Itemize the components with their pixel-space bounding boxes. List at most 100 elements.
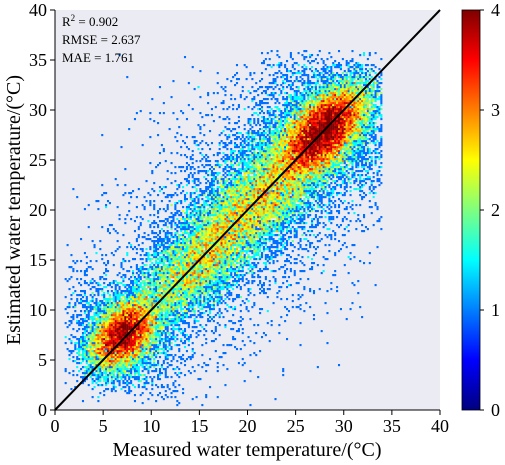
density-cell [153, 358, 156, 361]
density-cell [253, 230, 256, 233]
density-cell [218, 282, 221, 285]
density-cell [178, 284, 181, 287]
density-cell [78, 324, 81, 327]
density-cell [282, 368, 285, 371]
density-cell [176, 246, 179, 249]
density-cell [153, 366, 156, 369]
density-cell [120, 338, 123, 341]
density-cell [182, 232, 185, 235]
density-cell [235, 348, 239, 351]
density-cell [137, 306, 140, 309]
density-cell [197, 278, 200, 281]
density-cell [193, 286, 196, 289]
density-cell [214, 258, 217, 261]
density-cell [124, 306, 127, 309]
density-cell [224, 270, 227, 273]
density-cell [114, 364, 117, 367]
density-cell [139, 306, 142, 309]
density-cell [103, 338, 106, 341]
density-cell [176, 252, 179, 255]
density-cell [68, 320, 71, 323]
density-cell [155, 256, 158, 259]
density-cell [103, 304, 106, 307]
density-cell [185, 228, 188, 231]
density-cell [105, 340, 108, 343]
density-cell [178, 296, 181, 299]
density-cell [158, 302, 162, 305]
density-cell [93, 280, 96, 283]
density-cell [172, 276, 175, 279]
density-cell [187, 234, 190, 237]
density-cell [207, 270, 210, 273]
density-cell [95, 306, 98, 309]
density-cell [126, 356, 129, 359]
density-cell [337, 250, 341, 253]
density-cell [106, 304, 110, 307]
density-cell [97, 342, 100, 345]
density-cell [199, 308, 202, 311]
density-cell [120, 330, 123, 333]
density-cell [309, 244, 312, 247]
density-cell [293, 232, 296, 235]
density-cell [158, 260, 162, 263]
density-cell [234, 254, 237, 257]
density-cell [243, 344, 246, 347]
density-cell [112, 318, 115, 321]
density-cell [220, 238, 223, 241]
density-cell [139, 394, 142, 397]
density-cell [176, 320, 179, 323]
density-cell [234, 234, 237, 237]
density-cell [170, 296, 173, 299]
density-cell [239, 232, 242, 235]
density-cell [232, 228, 235, 231]
density-cell [272, 252, 275, 255]
density-cell [85, 352, 88, 355]
density-cell [114, 250, 117, 253]
density-cell [130, 342, 133, 345]
density-cell [83, 336, 86, 339]
density-cell [195, 226, 198, 229]
density-cell [135, 370, 138, 373]
density-cell [132, 272, 135, 275]
density-cell [145, 284, 148, 287]
density-cell [270, 270, 273, 273]
density-cell [220, 280, 223, 283]
density-cell [183, 284, 187, 287]
density-cell [72, 370, 75, 373]
density-cell [178, 344, 181, 347]
density-cell [195, 288, 198, 291]
density-cell [157, 286, 160, 289]
density-cell [99, 370, 102, 373]
density-cell [251, 282, 254, 285]
density-cell [170, 308, 173, 311]
density-cell [130, 298, 133, 301]
density-cell [97, 316, 100, 319]
density-cell [189, 256, 192, 259]
density-cell [135, 318, 138, 321]
density-cell [155, 384, 158, 387]
density-cell [210, 244, 214, 247]
density-cell [214, 254, 217, 257]
density-cell [135, 340, 138, 343]
density-cell [114, 320, 117, 323]
density-cell [147, 342, 150, 345]
density-cell [153, 332, 156, 335]
density-cell [93, 322, 96, 325]
density-cell [114, 312, 117, 315]
density-cell [176, 244, 179, 247]
density-cell [114, 332, 117, 335]
density-cell [218, 262, 221, 265]
density-cell [139, 278, 142, 281]
density-cell [103, 342, 106, 345]
density-cell [207, 314, 210, 317]
density-cell [178, 330, 181, 333]
density-cell [145, 324, 148, 327]
density-cell [151, 334, 154, 337]
density-cell [112, 346, 115, 349]
density-cell [274, 230, 277, 233]
density-cell [158, 342, 162, 345]
density-cell [257, 238, 260, 241]
density-cell [158, 328, 162, 331]
density-cell [282, 282, 285, 285]
density-cell [128, 392, 131, 395]
